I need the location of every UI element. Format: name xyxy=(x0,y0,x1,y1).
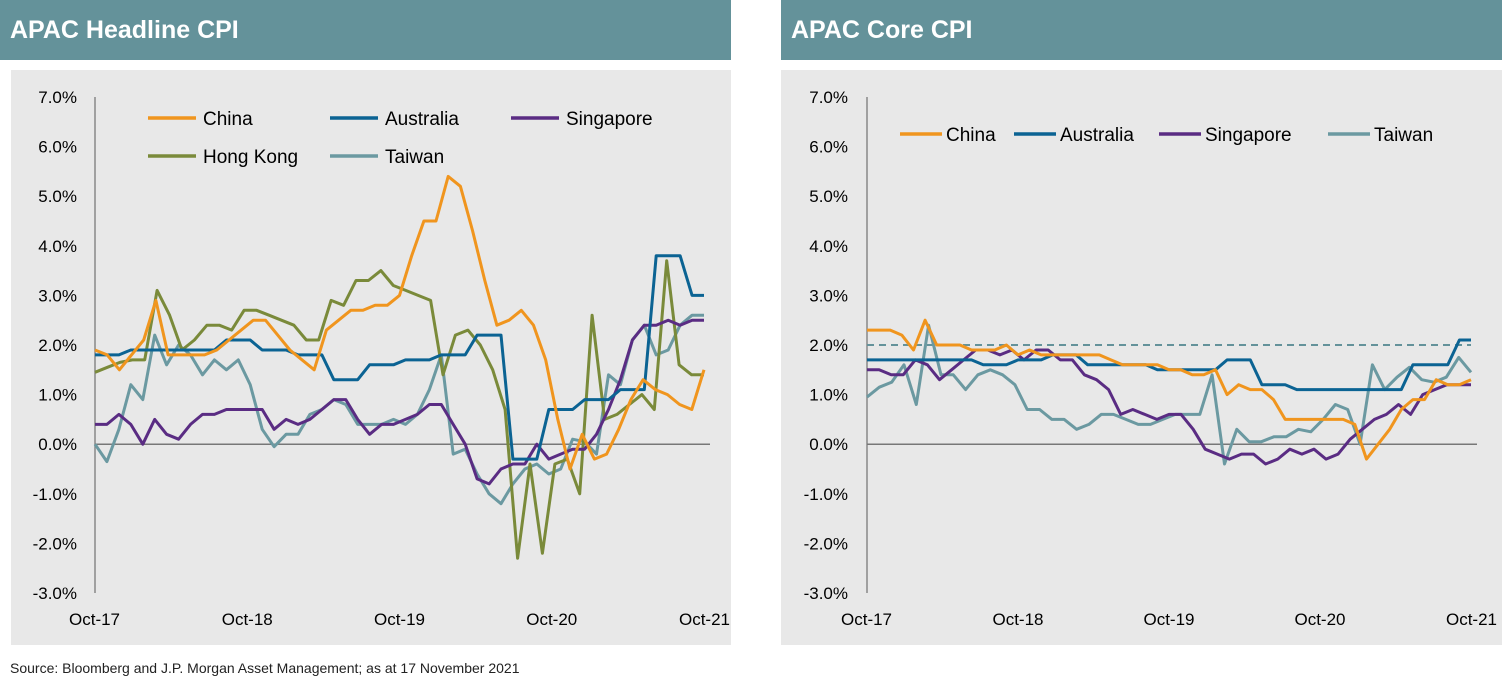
core-series-singapore xyxy=(867,348,1471,466)
headline-y-tick-label: 5.0% xyxy=(38,187,77,206)
headline-x-tick-label: Oct-20 xyxy=(526,610,577,629)
headline-series-taiwan xyxy=(93,313,704,506)
headline-legend-label-china: China xyxy=(203,109,253,130)
core-x-tick-label: Oct-18 xyxy=(992,610,1043,629)
core-y-tick-label: 7.0% xyxy=(809,88,848,107)
core-x-tick-label: Oct-17 xyxy=(841,610,892,629)
core-legend-label-singapore: Singapore xyxy=(1205,125,1292,146)
core-legend-label-taiwan: Taiwan xyxy=(1374,125,1433,146)
headline-series-hong-kong xyxy=(94,259,704,560)
headline-y-tick-label: 3.0% xyxy=(38,286,77,305)
headline-legend-label-singapore: Singapore xyxy=(566,109,653,130)
core-cpi-panel: APAC Core CPI 7.0% 6.0% 5.0% 4.0% 3.0% 2.0% 1.… xyxy=(781,0,1502,660)
headline-y-tick-label: 2.0% xyxy=(38,336,77,355)
core-y-tick-label: 0.0% xyxy=(809,435,848,454)
core-x-tick-label: Oct-20 xyxy=(1294,610,1345,629)
core-legend-label-australia: Australia xyxy=(1060,125,1134,146)
core-y-tick-label: 3.0% xyxy=(809,286,848,305)
headline-x-tick-label: Oct-21 xyxy=(679,610,730,629)
headline-series-china xyxy=(94,174,706,471)
core-y-tick-label: 6.0% xyxy=(809,138,848,157)
headline-cpi-title: APAC Headline CPI xyxy=(0,0,731,60)
headline-cpi-chart: 7.0% 6.0% 5.0% 4.0% 3.0% 2.0% 1.0% 0.0% -1.0% -2.… xyxy=(33,88,730,629)
headline-series-singapore xyxy=(95,318,704,486)
headline-x-tick-label: Oct-19 xyxy=(374,610,425,629)
core-legend-label-china: China xyxy=(946,125,996,146)
core-y-tick-label: 2.0% xyxy=(809,336,848,355)
headline-legend-label-hong-kong: Hong Kong xyxy=(203,147,298,168)
core-cpi-plot-area: 7.0% 6.0% 5.0% 4.0% 3.0% 2.0% 1.0% 0.0% -1.0% -2.… xyxy=(781,70,1502,645)
headline-y-tick-label: -3.0% xyxy=(33,584,77,603)
headline-series-australia xyxy=(95,254,704,461)
core-y-tick-label: -3.0% xyxy=(804,584,848,603)
headline-y-tick-label: 1.0% xyxy=(38,386,77,405)
headline-y-tick-label: -2.0% xyxy=(33,534,77,553)
core-y-tick-label: 1.0% xyxy=(809,386,848,405)
core-x-tick-label: Oct-19 xyxy=(1143,610,1194,629)
headline-legend-label-australia: Australia xyxy=(385,109,459,130)
headline-x-tick-label: Oct-18 xyxy=(222,610,273,629)
source-note: Source: Bloomberg and J.P. Morgan Asset … xyxy=(10,660,520,676)
headline-cpi-panel: APAC Headline CPI 7.0% 6.0% 5.0% 4.0% 3.0% 2.… xyxy=(0,0,731,660)
headline-y-tick-label: -1.0% xyxy=(33,485,77,504)
headline-cpi-plot-area: 7.0% 6.0% 5.0% 4.0% 3.0% 2.0% 1.0% 0.0% -1.0% -2.… xyxy=(11,70,731,645)
core-y-tick-label: 4.0% xyxy=(809,237,848,256)
core-cpi-title: APAC Core CPI xyxy=(781,0,1502,60)
core-y-tick-label: 5.0% xyxy=(809,187,848,206)
headline-y-tick-label: 4.0% xyxy=(38,237,77,256)
headline-x-tick-label: Oct-17 xyxy=(69,610,120,629)
core-x-tick-label: Oct-21 xyxy=(1446,610,1497,629)
core-series-taiwan xyxy=(866,323,1473,466)
headline-y-tick-label: 7.0% xyxy=(38,88,77,107)
core-y-tick-label: -1.0% xyxy=(804,485,848,504)
headline-legend-label-taiwan: Taiwan xyxy=(385,147,444,168)
core-y-tick-label: -2.0% xyxy=(804,534,848,553)
core-series-china xyxy=(867,318,1472,461)
headline-y-tick-label: 6.0% xyxy=(38,138,77,157)
headline-y-tick-label: 0.0% xyxy=(38,435,77,454)
core-cpi-chart: 7.0% 6.0% 5.0% 4.0% 3.0% 2.0% 1.0% 0.0% -1.0% -2.… xyxy=(804,88,1497,629)
